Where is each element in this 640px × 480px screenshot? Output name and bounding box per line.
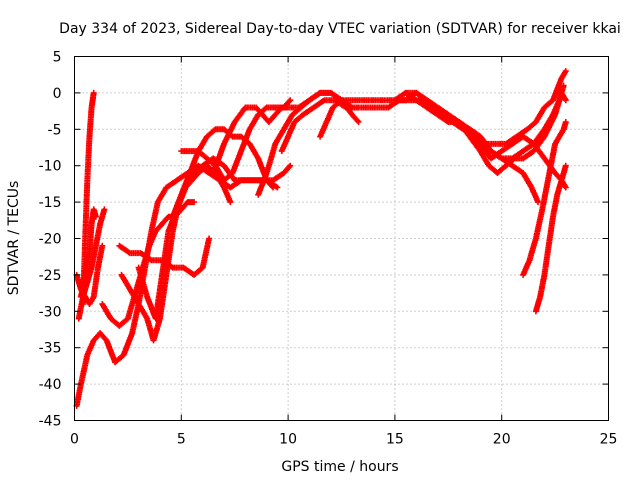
x-tick-label: 20 xyxy=(493,432,511,448)
data-point-markers xyxy=(402,82,567,162)
data-series-arc-18 xyxy=(520,119,569,278)
data-series-arc-20 xyxy=(466,126,569,191)
data-series-arc-17 xyxy=(402,82,567,162)
y-tick-label: -40 xyxy=(39,377,62,393)
data-series-arc-10 xyxy=(169,126,277,220)
data-points xyxy=(73,68,569,409)
y-tick-label: -45 xyxy=(39,414,62,430)
y-tick-label: -20 xyxy=(39,232,62,248)
y-tick-label: 0 xyxy=(53,86,62,102)
data-series-arc-04 xyxy=(80,89,97,307)
x-axis-label: GPS time / hours xyxy=(281,459,398,475)
y-tick-label: -30 xyxy=(39,304,62,320)
x-tick-label: 10 xyxy=(279,432,297,448)
data-point-markers xyxy=(466,126,569,191)
data-point-markers xyxy=(169,126,277,220)
y-tick-label: -15 xyxy=(39,195,62,211)
y-tick-label: 5 xyxy=(53,50,62,66)
x-tick-label: 25 xyxy=(600,432,618,448)
x-tick-label: 5 xyxy=(177,432,186,448)
data-point-markers xyxy=(520,119,569,278)
data-series-arc-16 xyxy=(391,89,541,206)
y-tick-label: -5 xyxy=(48,122,62,138)
data-point-markers xyxy=(391,89,541,206)
data-point-markers xyxy=(80,89,97,307)
y-tick-label: -10 xyxy=(39,159,62,175)
y-axis-label: SDTVAR / TECUs xyxy=(6,181,22,296)
x-tick-label: 0 xyxy=(70,432,79,448)
data-point-markers xyxy=(317,89,569,176)
data-series-arc-15 xyxy=(317,89,569,176)
chart-title: Day 334 of 2023, Sidereal Day-to-day VTE… xyxy=(59,21,621,37)
x-tick-label: 15 xyxy=(386,432,404,448)
y-tick-label: -35 xyxy=(39,341,62,357)
y-tick-label: -25 xyxy=(39,268,62,284)
axis-ticks: 0 5 10 15 20 25 5 0 -5 -10 -15 -20 -25 -30 -35 -40 -45 xyxy=(39,50,618,448)
